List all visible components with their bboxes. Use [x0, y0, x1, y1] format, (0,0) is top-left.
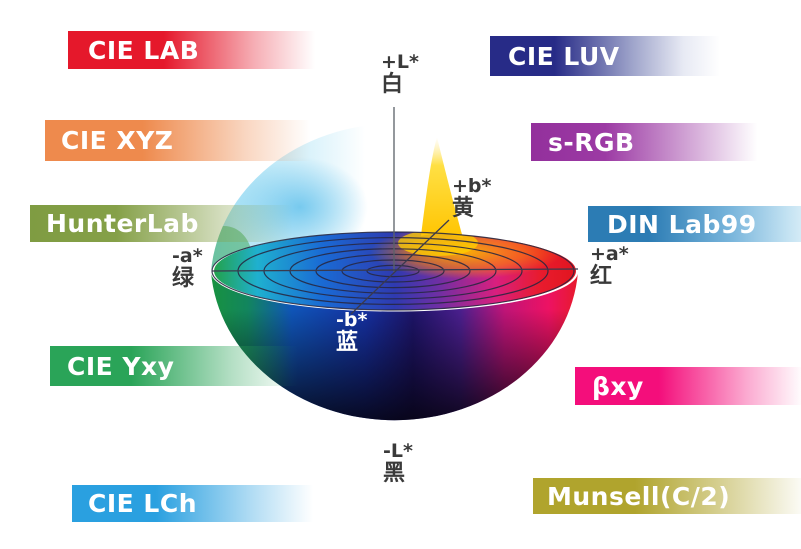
color-space-label-cie-lch: CIE LCh [72, 485, 318, 522]
axis-symbol: -L* [383, 440, 413, 462]
color-space-label-cie-lab: CIE LAB [68, 31, 320, 69]
yellow-region [421, 137, 463, 238]
a-axis-line [211, 268, 579, 272]
axis-symbol: +b* [452, 175, 492, 197]
axis-symbol: -b* [336, 309, 368, 331]
axis-symbol: +a* [590, 243, 629, 265]
color-space-label-cie-luv: CIE LUV [490, 36, 720, 76]
axis-cn-name: 绿 [172, 266, 195, 292]
color-space-label-s-rgb: s-RGB [531, 123, 762, 161]
color-space-label-cie-yxy: CIE Yxy [50, 346, 303, 386]
axis-label-minus-l: -L* 黑 [383, 440, 413, 487]
color-space-label-bxy: βxy [575, 367, 801, 405]
axis-cn-name: 红 [590, 264, 613, 290]
axis-label-minus-a: -a* 绿 [172, 245, 203, 292]
color-space-label-cie-xyz: CIE XYZ [45, 120, 316, 161]
axis-cn-name: 黑 [383, 461, 406, 487]
axis-label-plus-l: +L* 白 [381, 51, 419, 98]
axis-cn-name: 蓝 [336, 330, 359, 356]
b-axis-line [350, 219, 450, 315]
axis-label-plus-a: +a* 红 [590, 243, 629, 290]
color-space-label-hunterlab: HunterLab [30, 205, 298, 242]
axis-symbol: +L* [381, 51, 419, 73]
color-space-label-munsell: Munsell(C/2) [533, 478, 801, 514]
color-space-label-din-lab99: DIN Lab99 [588, 206, 801, 242]
axis-lines [211, 107, 579, 315]
axis-cn-name: 黄 [452, 196, 475, 222]
axis-symbol: -a* [172, 245, 203, 267]
axis-label-plus-b: +b* 黄 [452, 175, 492, 222]
axis-label-minus-b: -b* 蓝 [336, 309, 368, 356]
axis-cn-name: 白 [381, 72, 404, 98]
